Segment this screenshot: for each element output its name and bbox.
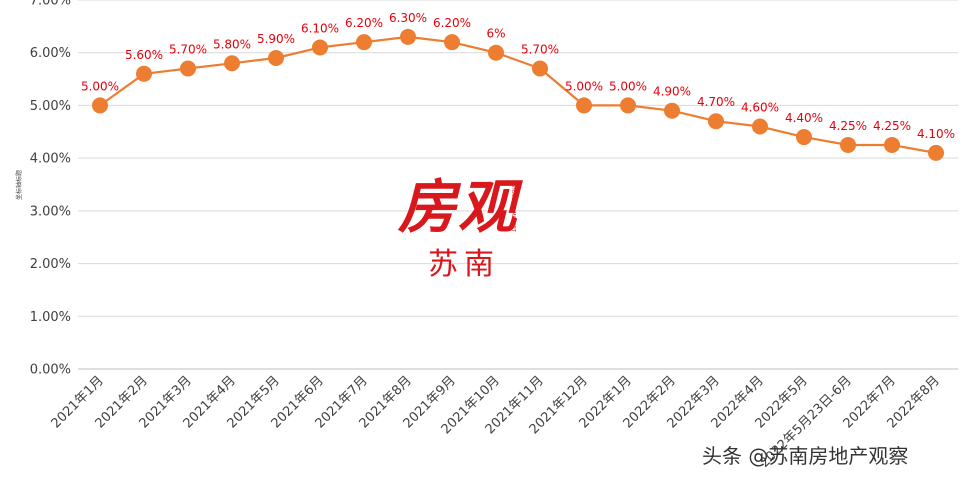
- data-label: 4.10%: [917, 127, 955, 141]
- data-labels: 5.00% 5.60% 5.70% 5.80% 5.90% 6.10% 6.20% 6.30%…: [81, 11, 955, 141]
- y-tick-label: 5.00%: [30, 99, 71, 114]
- y-tick-label: 2.00%: [30, 257, 71, 272]
- data-point: [136, 65, 152, 82]
- data-point: [444, 34, 460, 51]
- data-label: 6%: [486, 27, 505, 41]
- y-tick-label: 3.00%: [30, 204, 71, 219]
- y-tick-label: 0.00%: [30, 363, 71, 378]
- data-label: 4.40%: [785, 111, 823, 125]
- data-label: 5.90%: [257, 32, 295, 46]
- data-label: 4.60%: [741, 101, 779, 115]
- data-label: 6.20%: [345, 16, 383, 30]
- data-label: 5.60%: [125, 48, 163, 62]
- y-tick-label: 7.00%: [30, 0, 71, 9]
- data-point: [400, 28, 416, 45]
- data-point: [224, 55, 240, 72]
- data-point: [840, 136, 856, 153]
- data-label: 4.70%: [697, 95, 735, 109]
- y-axis-tick-labels: 0.00% 1.00% 2.00% 3.00% 4.00% 5.00% 6.00% 7.00%: [30, 0, 71, 378]
- data-point: [928, 144, 944, 161]
- data-label: 5.00%: [81, 79, 119, 93]
- data-point: [356, 34, 372, 51]
- data-label: 4.25%: [829, 119, 867, 133]
- data-point: [708, 113, 724, 130]
- data-point: [884, 136, 900, 153]
- data-label: 6.20%: [433, 16, 471, 30]
- data-point: [268, 49, 284, 66]
- data-point: [180, 60, 196, 77]
- data-label: 5.00%: [565, 79, 603, 93]
- data-label: 4.90%: [653, 85, 691, 99]
- data-point: [620, 97, 636, 114]
- data-label: 5.80%: [213, 37, 251, 51]
- data-point: [664, 102, 680, 119]
- data-points: [92, 28, 944, 161]
- y-tick-label: 4.00%: [30, 152, 71, 167]
- y-tick-label: 1.00%: [30, 310, 71, 325]
- gridlines: [78, 0, 958, 370]
- data-point: [796, 129, 812, 146]
- data-point: [92, 97, 108, 114]
- y-tick-label: 6.00%: [30, 46, 71, 61]
- data-point: [488, 44, 504, 61]
- data-point: [576, 97, 592, 114]
- source-credit: 头条 @苏南房地产观察: [702, 444, 909, 468]
- data-label: 5.70%: [169, 43, 207, 57]
- data-label: 6.10%: [301, 21, 339, 35]
- data-label: 4.25%: [873, 119, 911, 133]
- data-point: [752, 118, 768, 135]
- data-point: [312, 39, 328, 56]
- data-label: 5.00%: [609, 79, 647, 93]
- data-label: 6.30%: [389, 11, 427, 25]
- data-label: 5.70%: [521, 43, 559, 57]
- data-point: [532, 60, 548, 77]
- y-axis-title: 坐标轴标题: [15, 170, 23, 200]
